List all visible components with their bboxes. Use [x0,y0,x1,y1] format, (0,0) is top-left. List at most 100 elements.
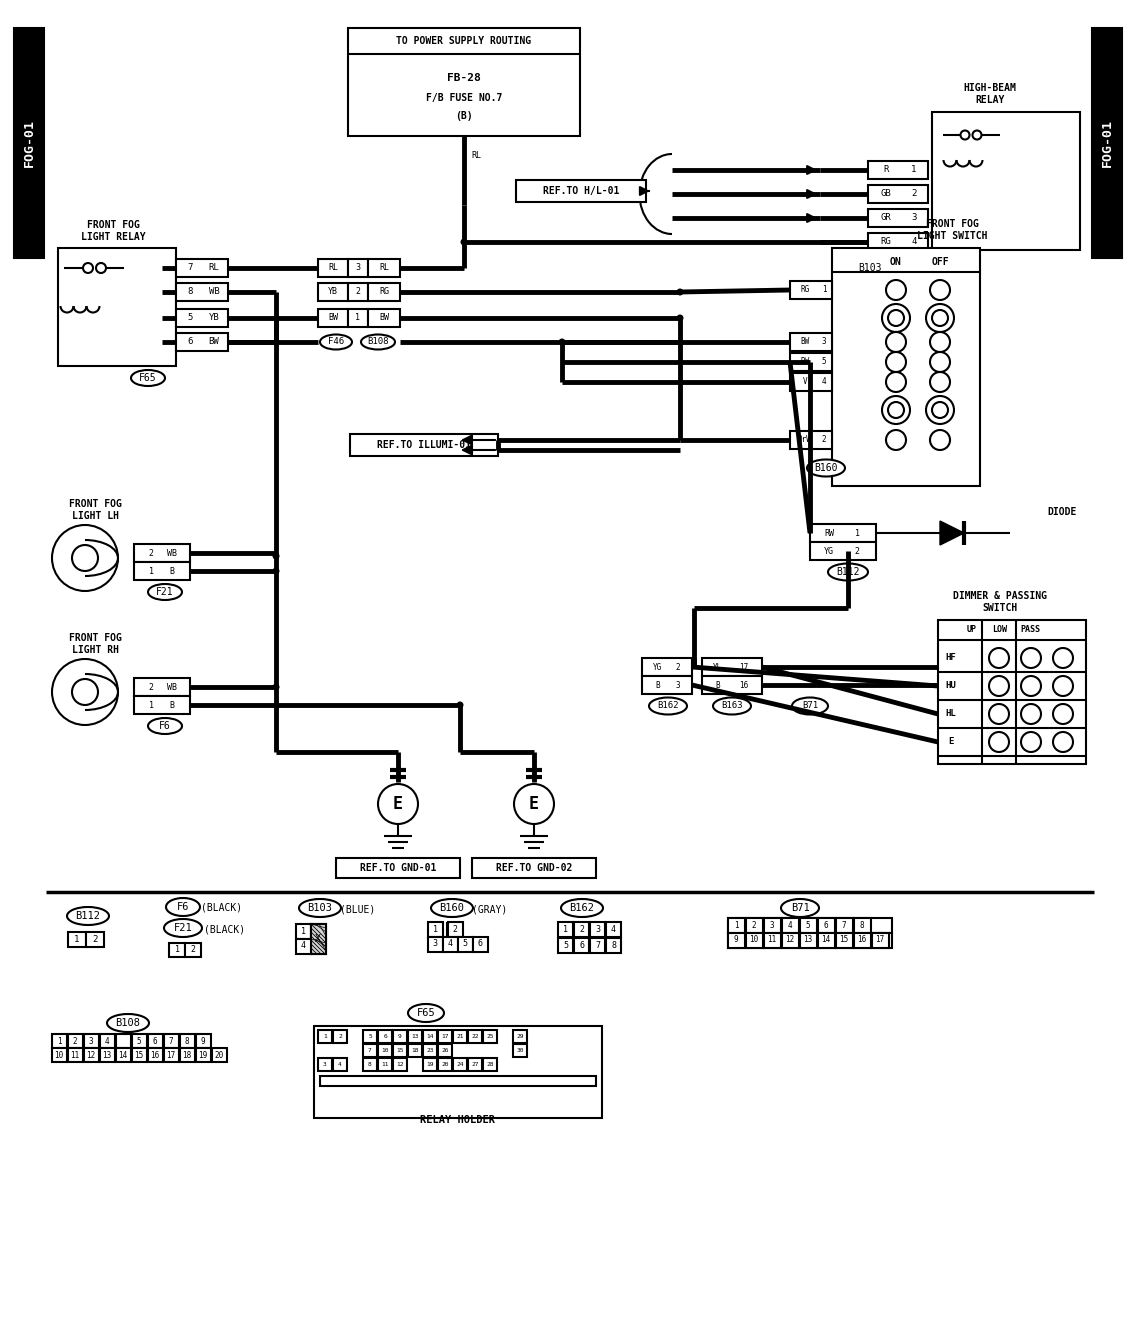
Text: SWITCH: SWITCH [983,603,1018,613]
Bar [132,1034,147,1049]
Bar [100,1034,115,1049]
Text: FRONT FOG: FRONT FOG [86,220,140,230]
Bar [800,933,817,948]
Text: B: B [655,681,660,690]
Circle shape [930,352,950,372]
Ellipse shape [131,371,165,386]
Text: 26: 26 [441,1049,449,1053]
Bar [350,434,498,456]
Text: 1: 1 [356,314,360,323]
Circle shape [1053,677,1074,696]
Bar [790,353,832,371]
Text: 3: 3 [356,264,360,273]
Text: ON: ON [891,257,902,266]
Text: 1: 1 [563,925,568,934]
Bar [765,918,782,933]
Bar [423,1058,437,1071]
Text: 15: 15 [134,1050,143,1059]
Text: E: E [949,737,954,747]
Bar [176,259,228,277]
Bar [728,933,745,948]
Bar [483,1030,498,1043]
Text: 21: 21 [457,1034,463,1039]
Text: 13: 13 [102,1050,111,1059]
Text: 3: 3 [676,681,680,690]
Bar [318,1058,332,1071]
Circle shape [52,525,118,591]
Circle shape [1021,677,1041,696]
Circle shape [882,303,910,332]
Bar [513,1030,527,1043]
Text: 6: 6 [477,939,483,948]
Text: 4: 4 [105,1037,109,1046]
Text: 2: 2 [854,546,860,555]
Bar [423,1045,437,1057]
Bar [868,185,928,203]
Text: 1: 1 [734,921,738,930]
Bar [68,933,86,947]
Circle shape [677,314,684,322]
Text: 5: 5 [805,921,810,930]
Circle shape [97,262,106,273]
Bar [134,543,190,562]
Bar [100,1049,115,1062]
Bar [318,1030,332,1043]
Bar [453,1030,467,1043]
Circle shape [932,310,949,326]
Circle shape [677,289,684,295]
Text: 10: 10 [382,1049,389,1053]
Text: 3: 3 [595,925,600,934]
Circle shape [926,303,954,332]
Circle shape [930,430,950,450]
Bar [428,936,443,952]
Text: YB: YB [209,314,219,323]
Circle shape [1053,732,1074,752]
Text: 1: 1 [149,700,153,710]
Text: 7: 7 [595,940,600,950]
Text: DIODE: DIODE [1047,506,1077,517]
Text: 23: 23 [426,1049,434,1053]
Text: 6: 6 [579,940,584,950]
Bar [393,1058,407,1071]
Bar [438,1045,452,1057]
Bar [333,1058,346,1071]
Text: 1: 1 [57,1037,61,1046]
Text: 8: 8 [185,1037,190,1046]
Circle shape [888,310,904,326]
Bar [393,1030,407,1043]
Text: 7: 7 [168,1037,174,1046]
Text: 27: 27 [471,1062,478,1067]
Ellipse shape [67,907,109,925]
Bar [872,933,889,948]
Bar [574,922,588,936]
Text: B71: B71 [791,904,809,913]
Text: OrW: OrW [799,435,812,445]
Text: UP: UP [967,625,977,634]
Text: 12: 12 [785,935,794,944]
Bar [368,309,400,327]
Bar [197,1049,211,1062]
Bar [458,936,473,952]
Bar [86,933,105,947]
Bar [790,281,832,299]
Text: 16: 16 [740,681,749,690]
Text: 9: 9 [201,1037,206,1046]
Text: 6: 6 [383,1034,387,1039]
Circle shape [886,430,907,450]
Bar [116,1034,131,1049]
Text: 3: 3 [433,939,437,948]
Text: 5: 5 [368,1034,371,1039]
Text: V: V [803,377,808,386]
Ellipse shape [299,900,341,917]
Text: 17: 17 [740,662,749,671]
Ellipse shape [828,563,868,580]
Bar [348,284,368,301]
Bar [318,259,348,277]
Bar [378,1030,392,1043]
Text: RW: RW [801,357,810,367]
Text: 4: 4 [339,1062,342,1067]
Text: RW: RW [824,529,834,538]
Text: 8: 8 [611,940,616,950]
Bar [176,309,228,327]
Text: 14: 14 [426,1034,434,1039]
